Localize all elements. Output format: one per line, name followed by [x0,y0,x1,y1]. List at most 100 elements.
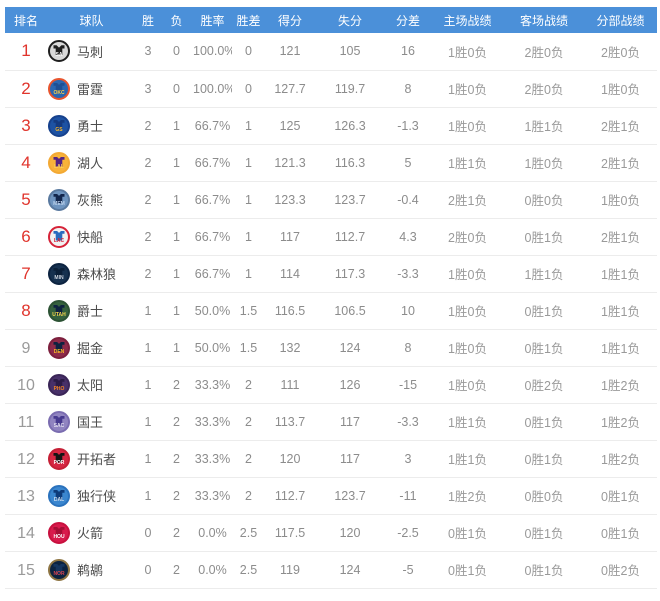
column-header-win-pct: 胜率 [193,7,232,33]
points-against-value: 123.7 [315,181,385,219]
table-row[interactable]: 6 LAC 快船 2 1 66.7% 1 117 112.7 4.3 2胜0负 … [5,218,657,256]
team-logo-icon: UTAH [48,299,70,322]
win-pct-value: 50.0% [193,292,232,330]
team-logo-icon: NOR [48,558,70,581]
table-row[interactable]: 4 LAL 湖人 2 1 66.7% 1 121.3 116.3 5 1胜1负 … [5,144,657,182]
team-cell: LAC 快船 [47,225,136,248]
team-logo-icon: MIN [48,262,70,285]
team-name[interactable]: 爵士 [77,304,104,319]
point-diff-value: -11 [385,477,431,515]
team-name[interactable]: 掘金 [77,341,104,356]
team-abbr: UTAH [52,311,66,318]
team-cell: LAL 湖人 [47,151,136,174]
table-row[interactable]: 14 HOU 火箭 0 2 0.0% 2.5 117.5 120 -2.5 0胜… [5,514,657,552]
win-pct-value: 33.3% [193,403,232,441]
rank-number: 12 [17,450,35,468]
column-header-rank: 排名 [5,7,47,33]
team-name[interactable]: 独行侠 [77,489,117,504]
team-abbr: GS [55,126,63,133]
division-record-value: 1胜0负 [584,181,657,219]
win-pct-value: 100.0% [193,70,232,108]
team-abbr: PHO [53,385,65,392]
table-row[interactable]: 7 MIN 森林狼 2 1 66.7% 1 114 117.3 -3.3 1胜0… [5,255,657,293]
losses-value: 0 [160,70,193,108]
away-record-value: 1胜0负 [504,144,584,182]
team-name[interactable]: 森林狼 [77,267,117,282]
team-name[interactable]: 灰熊 [77,193,104,208]
home-record-value: 1胜0负 [431,255,504,293]
team-abbr: SAC [53,422,65,429]
games-behind-value: 2 [232,366,265,404]
team-name[interactable]: 勇士 [77,119,104,134]
team-name[interactable]: 湖人 [77,156,104,171]
losses-value: 1 [160,107,193,145]
points-for-value: 114 [265,255,315,293]
points-against-value: 119.7 [315,70,385,108]
column-header-division-record: 分部战绩 [584,7,657,33]
wins-value: 2 [136,255,160,293]
team-name[interactable]: 马刺 [77,44,104,60]
column-header-wins: 胜 [136,7,160,33]
column-header-away-record: 客场战绩 [504,7,584,33]
games-behind-value: 1 [232,144,265,182]
games-behind-value: 1 [232,255,265,293]
table-row[interactable]: 5 MEM 灰熊 2 1 66.7% 1 123.3 123.7 -0.4 2胜… [5,181,657,219]
table-row[interactable]: 15 NOR 鹈鹕 0 2 0.0% 2.5 119 124 -5 0胜1负 0… [5,551,657,589]
home-record-value: 1胜1负 [431,144,504,182]
points-against-value: 105 [315,33,385,71]
table-row[interactable]: 2 OKC 雷霆 3 0 100.0% 0 127.7 119.7 8 1胜0负… [5,70,657,108]
team-name[interactable]: 雷霆 [77,82,104,97]
column-header-points-against: 失分 [315,7,385,33]
points-against-value: 112.7 [315,218,385,256]
jersey-shape-icon [53,378,65,389]
wins-value: 1 [136,292,160,330]
division-record-value: 1胜2负 [584,440,657,478]
home-record-value: 1胜0负 [431,329,504,367]
home-record-value: 1胜0负 [431,292,504,330]
jersey-shape-icon [53,563,65,574]
team-logo-icon: SA [48,40,70,63]
points-for-value: 112.7 [265,477,315,515]
losses-value: 2 [160,551,193,589]
rank-number: 8 [21,300,31,320]
points-against-value: 123.7 [315,477,385,515]
points-against-value: 124 [315,551,385,589]
home-record-value: 0胜1负 [431,551,504,589]
team-logo-icon: SAC [48,410,70,433]
away-record-value: 0胜1负 [504,218,584,256]
points-against-value: 117 [315,403,385,441]
team-cell: GS 勇士 [47,114,136,137]
table-row[interactable]: 13 DAL 独行侠 1 2 33.3% 2 112.7 123.7 -11 1… [5,477,657,515]
rank-number: 3 [21,115,31,135]
team-name[interactable]: 太阳 [77,378,104,393]
wins-value: 1 [136,477,160,515]
table-row[interactable]: 1 SA 马刺 3 0 100.0% 0 121 105 16 1胜0负 2胜0… [5,33,657,71]
wins-value: 2 [136,107,160,145]
team-logo-icon: LAL [48,151,70,174]
table-row[interactable]: 11 SAC 国王 1 2 33.3% 2 113.7 117 -3.3 1胜1… [5,403,657,441]
home-record-value: 1胜1负 [431,403,504,441]
team-name[interactable]: 开拓者 [77,452,117,467]
team-abbr: DEN [53,348,65,355]
team-name[interactable]: 快船 [77,230,104,245]
team-cell: MIN 森林狼 [47,262,136,285]
home-record-value: 1胜0负 [431,107,504,145]
table-row[interactable]: 12 POR 开拓者 1 2 33.3% 2 120 117 3 1胜1负 0胜… [5,440,657,478]
points-for-value: 119 [265,551,315,589]
team-name[interactable]: 国王 [77,415,104,430]
team-name[interactable]: 鹈鹕 [77,563,104,578]
table-row[interactable]: 3 GS 勇士 2 1 66.7% 1 125 126.3 -1.3 1胜0负 … [5,107,657,145]
rank-number: 7 [21,263,31,283]
losses-value: 0 [160,33,193,71]
division-record-value: 0胜2负 [584,551,657,589]
losses-value: 1 [160,329,193,367]
table-row[interactable]: 8 UTAH 爵士 1 1 50.0% 1.5 116.5 106.5 10 1… [5,292,657,330]
wins-value: 1 [136,366,160,404]
rank-number: 6 [21,226,31,246]
table-row[interactable]: 9 DEN 掘金 1 1 50.0% 1.5 132 124 8 1胜0负 0胜… [5,329,657,367]
losses-value: 1 [160,144,193,182]
team-name[interactable]: 火箭 [77,526,104,541]
table-row[interactable]: 10 PHO 太阳 1 2 33.3% 2 111 126 -15 1胜0负 0… [5,366,657,404]
points-for-value: 120 [265,440,315,478]
team-abbr: DAL [53,496,65,503]
